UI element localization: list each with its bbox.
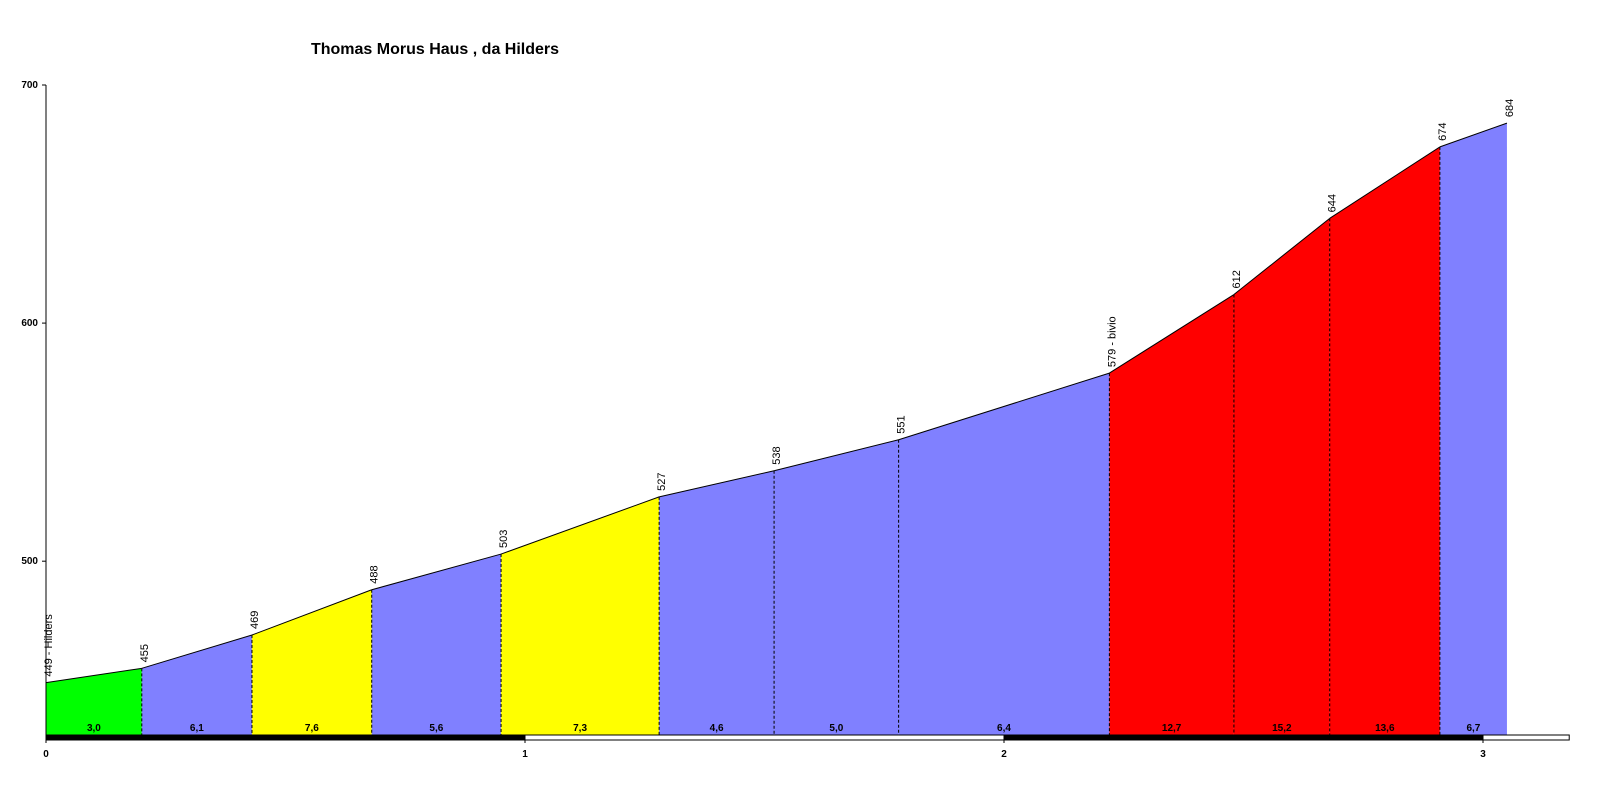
profile-line bbox=[1233, 217, 1331, 295]
segment-area bbox=[1109, 294, 1234, 735]
profile-line bbox=[251, 589, 372, 636]
x-tick-label: 3 bbox=[1480, 749, 1486, 760]
point-label: 538 bbox=[771, 446, 783, 464]
point-label: 469 bbox=[249, 611, 261, 629]
point-label: 579 - bivio bbox=[1106, 316, 1118, 367]
y-tick-label: 500 bbox=[21, 556, 38, 567]
gradient-label: 13,6 bbox=[1375, 723, 1395, 734]
profile-line bbox=[500, 496, 660, 555]
segment-area bbox=[46, 668, 142, 735]
scale-bar-block bbox=[46, 735, 525, 740]
point-label: 488 bbox=[369, 565, 381, 583]
point-label: 503 bbox=[498, 530, 510, 548]
profile-line bbox=[773, 439, 899, 472]
profile-line bbox=[141, 634, 253, 669]
segment-area bbox=[371, 554, 502, 735]
gradient-label: 5,0 bbox=[829, 723, 843, 734]
profile-line bbox=[659, 470, 775, 498]
point-label: 612 bbox=[1231, 270, 1243, 288]
point-label: 527 bbox=[656, 473, 668, 491]
gradient-label: 3,0 bbox=[87, 723, 101, 734]
gradient-label: 4,6 bbox=[710, 723, 724, 734]
segment-area bbox=[251, 589, 372, 735]
segment-area bbox=[141, 635, 252, 735]
gradient-label: 7,6 bbox=[305, 723, 319, 734]
profile-line bbox=[1329, 146, 1441, 219]
segment-area bbox=[898, 373, 1110, 735]
profile-line bbox=[45, 667, 142, 684]
point-label: 449 - Hilders bbox=[43, 614, 55, 677]
gradient-label: 6,1 bbox=[190, 723, 204, 734]
x-tick-label: 1 bbox=[522, 749, 528, 760]
point-label: 551 bbox=[896, 415, 908, 433]
y-tick-label: 600 bbox=[21, 318, 38, 329]
gradient-label: 15,2 bbox=[1272, 723, 1292, 734]
profile-line bbox=[1109, 294, 1235, 374]
x-tick-label: 0 bbox=[43, 749, 49, 760]
point-label: 455 bbox=[139, 644, 151, 662]
scale-bar-block bbox=[1004, 735, 1483, 740]
segment-area bbox=[501, 496, 660, 735]
profile-line bbox=[371, 553, 502, 591]
profile-line bbox=[898, 372, 1110, 441]
chart-title: Thomas Morus Haus , da Hilders bbox=[311, 41, 559, 58]
gradient-label: 12,7 bbox=[1162, 723, 1182, 734]
segment-area bbox=[774, 439, 899, 735]
x-tick-label: 2 bbox=[1001, 749, 1007, 760]
segment-area bbox=[1329, 146, 1440, 735]
gradient-label: 6,4 bbox=[997, 723, 1011, 734]
segment-area bbox=[1233, 218, 1330, 736]
point-label: 684 bbox=[1504, 99, 1516, 117]
gradient-label: 7,3 bbox=[573, 723, 587, 734]
gradient-label: 5,6 bbox=[429, 723, 443, 734]
segment-area bbox=[659, 470, 775, 735]
segment-area bbox=[1439, 123, 1507, 736]
profile-line bbox=[1439, 122, 1508, 148]
point-label: 644 bbox=[1327, 194, 1339, 212]
point-label: 674 bbox=[1437, 123, 1449, 141]
y-tick-label: 700 bbox=[21, 80, 38, 91]
gradient-label: 6,7 bbox=[1466, 723, 1480, 734]
